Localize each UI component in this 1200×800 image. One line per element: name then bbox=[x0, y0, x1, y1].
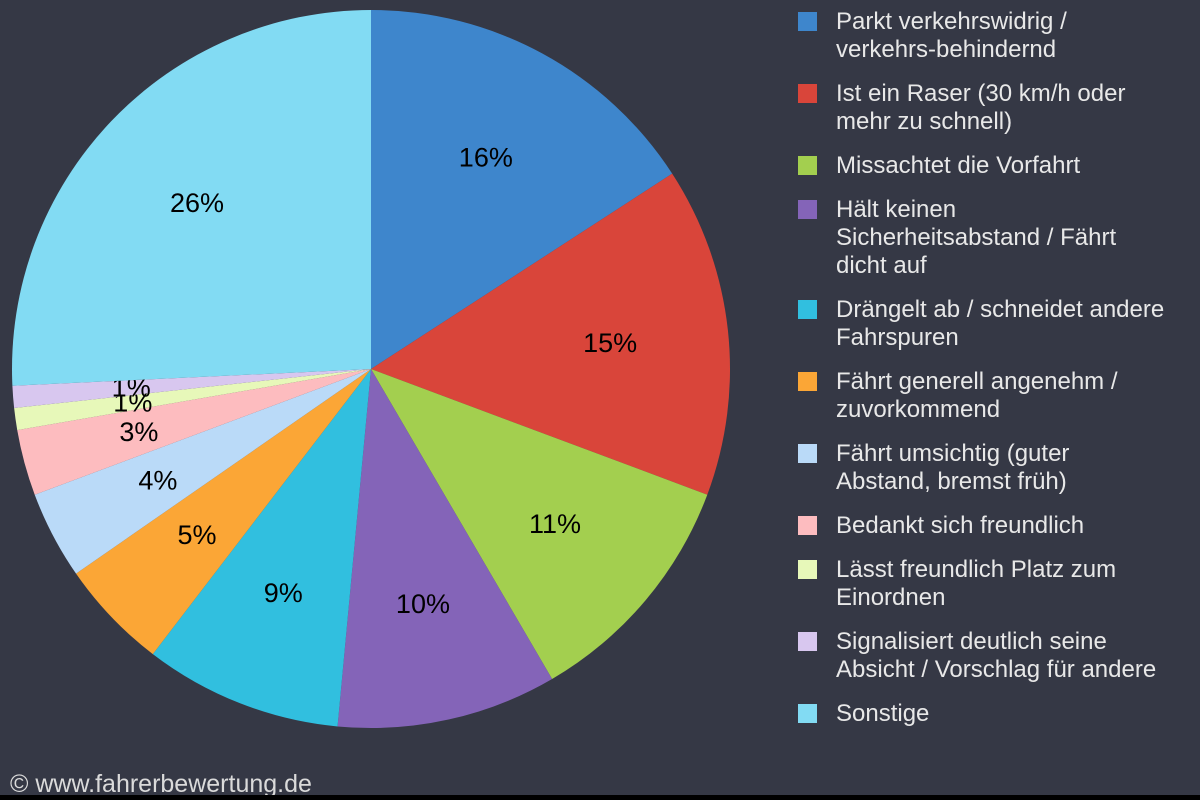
pie-slice bbox=[152, 369, 371, 727]
pie-chart: 16%15%11%10%9%5%4%3%1%1%26% bbox=[11, 10, 731, 729]
legend-item: Bedankt sich freundlich bbox=[798, 512, 1190, 540]
legend-label: Fährt generell angenehm / zuvorkommend bbox=[836, 368, 1118, 423]
legend-label: Sonstige bbox=[836, 700, 930, 727]
legend-label: Hält keinen Sicherheitsabstand / Fährt d… bbox=[836, 196, 1117, 279]
pie-slice-label: 9% bbox=[264, 578, 303, 608]
legend-label: Bedankt sich freundlich bbox=[836, 512, 1085, 539]
legend-swatch bbox=[798, 704, 817, 723]
legend-item: Hält keinen Sicherheitsabstand / Fährt d… bbox=[798, 196, 1190, 280]
legend-item: Parkt verkehrswidrig / verkehrs-behinder… bbox=[798, 8, 1190, 64]
pie-slice-label: 5% bbox=[177, 520, 216, 550]
legend-item: Lässt freundlich Platz zum Einordnen bbox=[798, 556, 1190, 612]
legend-item: Fährt generell angenehm / zuvorkommend bbox=[798, 368, 1190, 424]
copyright-notice: © www.fahrerbewertung.de bbox=[10, 770, 312, 798]
pie-slice-label: 15% bbox=[583, 328, 637, 358]
pie-slice bbox=[11, 10, 371, 386]
legend-swatch bbox=[798, 84, 817, 103]
legend-item: Sonstige bbox=[798, 700, 1190, 728]
legend-swatch bbox=[798, 444, 817, 463]
legend-label: Lässt freundlich Platz zum Einordnen bbox=[836, 556, 1117, 611]
pie-slice-label: 10% bbox=[396, 589, 450, 619]
legend-item: Fährt umsichtig (guter Abstand, bremst f… bbox=[798, 440, 1190, 496]
chart-legend: Parkt verkehrswidrig / verkehrs-behinder… bbox=[798, 8, 1190, 728]
legend-item: Missachtet die Vorfahrt bbox=[798, 152, 1190, 180]
legend-swatch bbox=[798, 372, 817, 391]
legend-swatch bbox=[798, 560, 817, 579]
legend-label: Drängelt ab / schneidet andere Fahrspure… bbox=[836, 296, 1165, 351]
legend-label: Ist ein Raser (30 km/h oder mehr zu schn… bbox=[836, 80, 1126, 135]
pie-slice-label: 26% bbox=[170, 188, 224, 218]
pie-slice bbox=[17, 369, 372, 495]
pie-slice bbox=[34, 369, 371, 574]
pie-slice bbox=[371, 10, 673, 369]
legend-swatch bbox=[798, 156, 817, 175]
legend-item: Ist ein Raser (30 km/h oder mehr zu schn… bbox=[798, 80, 1190, 136]
pie-slice bbox=[337, 369, 553, 729]
pie-slice-label: 3% bbox=[119, 417, 158, 447]
legend-label: Fährt umsichtig (guter Abstand, bremst f… bbox=[836, 440, 1070, 495]
pie-slice-label: 11% bbox=[529, 509, 581, 539]
legend-swatch bbox=[798, 632, 817, 651]
pie-slice bbox=[12, 369, 371, 409]
legend-item: Signalisiert deutlich seine Absicht / Vo… bbox=[798, 628, 1190, 684]
legend-swatch bbox=[798, 200, 817, 219]
pie-slice bbox=[371, 369, 708, 679]
pie-slice bbox=[371, 173, 731, 495]
pie-slice-label: 4% bbox=[138, 466, 177, 496]
pie-slice bbox=[14, 369, 371, 431]
pie-slice bbox=[76, 369, 371, 655]
legend-label: Missachtet die Vorfahrt bbox=[836, 152, 1081, 179]
legend-swatch bbox=[798, 516, 817, 535]
bottom-bar bbox=[0, 795, 1200, 800]
legend-label: Signalisiert deutlich seine Absicht / Vo… bbox=[836, 628, 1157, 683]
legend-item: Drängelt ab / schneidet andere Fahrspure… bbox=[798, 296, 1190, 352]
legend-swatch bbox=[798, 12, 817, 31]
pie-slice-label: 16% bbox=[459, 143, 513, 173]
legend-swatch bbox=[798, 300, 817, 319]
legend-label: Parkt verkehrswidrig / verkehrs-behinder… bbox=[836, 8, 1067, 63]
